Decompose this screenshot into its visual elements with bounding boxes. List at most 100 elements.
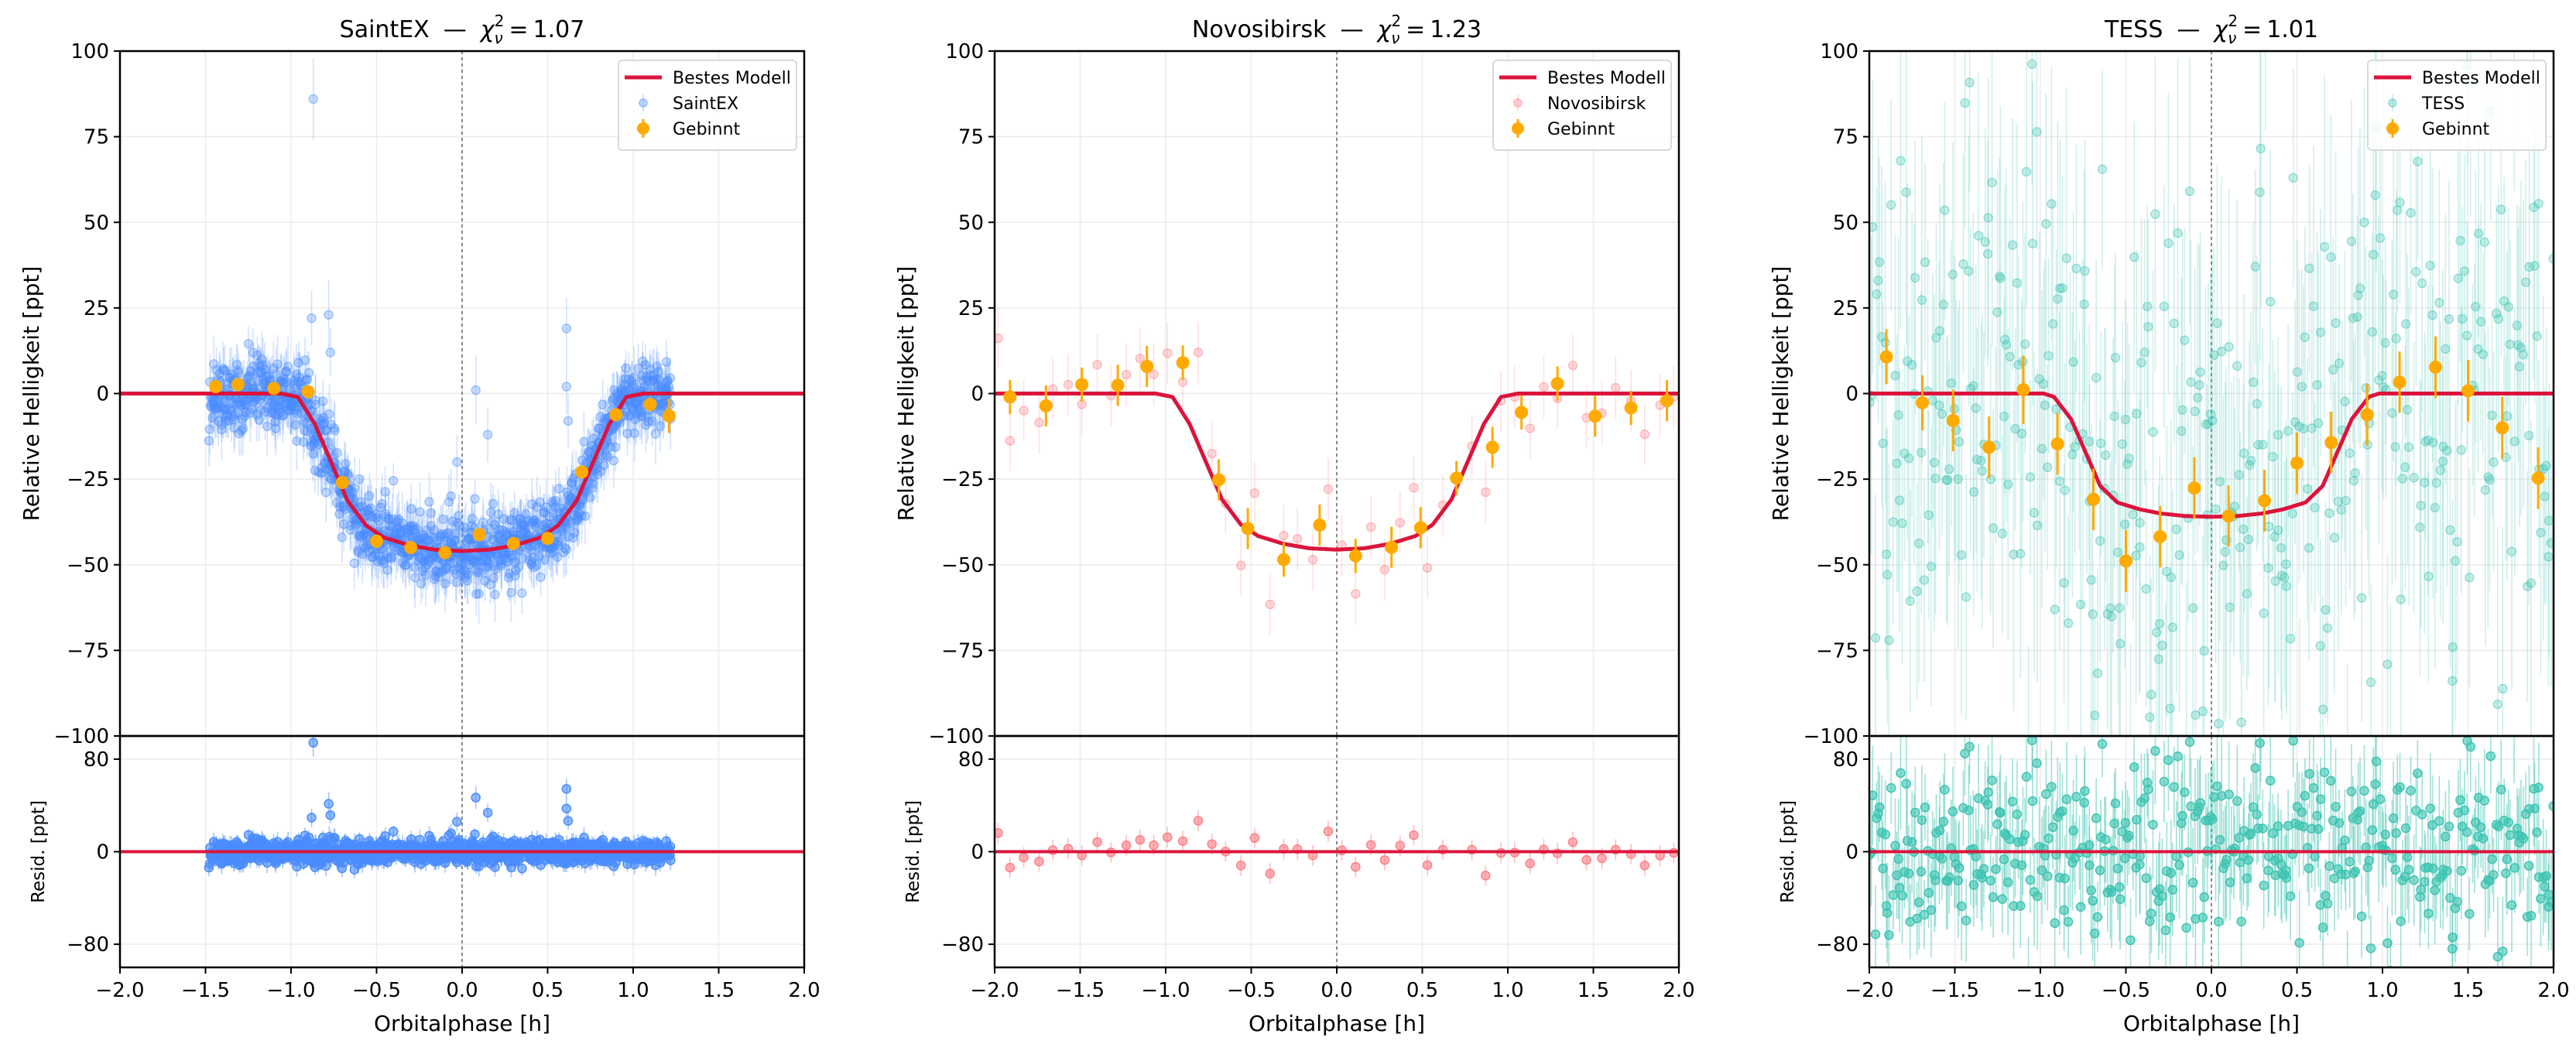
raw-point [1034, 417, 1044, 428]
raw-point [251, 395, 261, 405]
raw-point [350, 515, 361, 525]
raw-point [420, 550, 430, 560]
raw-point [608, 393, 618, 404]
raw-point [1884, 635, 1894, 645]
raw-point [625, 410, 635, 421]
raw-point [656, 382, 666, 392]
raw-point [406, 521, 416, 531]
raw-point [480, 576, 490, 586]
raw-point [235, 399, 245, 409]
residual-point [1639, 861, 1650, 871]
raw-point [411, 523, 421, 534]
x-tick-label: −1.5 [1056, 979, 1105, 1002]
raw-point [395, 528, 405, 539]
raw-point [441, 529, 452, 539]
raw-point [536, 572, 546, 583]
residual-point [446, 828, 456, 839]
raw-point [637, 371, 648, 381]
raw-point [634, 403, 644, 414]
raw-point [283, 404, 294, 414]
raw-point [472, 567, 482, 577]
binned-point [1276, 553, 1290, 566]
raw-point [556, 525, 567, 536]
y-tick-label: 50 [958, 211, 984, 234]
raw-point [234, 397, 244, 408]
raw-point [553, 536, 564, 546]
raw-point [285, 406, 296, 416]
raw-point [1882, 570, 1893, 580]
y-tick-label: 100 [945, 40, 984, 63]
raw-point [568, 510, 579, 520]
raw-point [268, 407, 279, 417]
raw-point [1351, 589, 1361, 599]
raw-point [422, 525, 432, 536]
raw-point [1207, 448, 1217, 459]
raw-point [334, 508, 344, 519]
raw-point [271, 369, 282, 379]
raw-point [308, 448, 318, 459]
raw-point [1901, 187, 1911, 197]
residual-point [308, 738, 318, 748]
raw-point [562, 487, 572, 498]
raw-point [433, 567, 444, 578]
raw-point [516, 519, 526, 530]
raw-point [275, 407, 286, 418]
residual-point [1409, 830, 1419, 840]
raw-point [320, 488, 331, 498]
resid-y-tick-label: 0 [96, 841, 109, 864]
raw-point [242, 373, 252, 384]
raw-point [478, 517, 488, 528]
raw-point [485, 507, 496, 518]
raw-point [383, 514, 394, 525]
raw-point [447, 516, 457, 526]
raw-point [269, 363, 279, 374]
y-axis-label: Relative Helligkeit [ppt] [19, 266, 44, 522]
main-plot-area [120, 51, 804, 736]
raw-point [494, 524, 504, 535]
raw-point [1005, 436, 1016, 446]
raw-point [1422, 563, 1433, 573]
raw-point [524, 555, 535, 565]
raw-point [430, 571, 440, 581]
raw-point [611, 395, 622, 406]
raw-point [316, 468, 326, 478]
residual-point [1121, 840, 1132, 851]
raw-point [481, 556, 492, 566]
raw-point [440, 532, 450, 542]
raw-point [482, 430, 493, 440]
resid-y-tick-label: −80 [67, 933, 109, 957]
raw-point [454, 563, 465, 573]
raw-point [645, 364, 655, 375]
title-chi-sup: 2 [495, 12, 505, 30]
raw-point [612, 388, 622, 399]
raw-point [564, 532, 574, 542]
raw-point [447, 558, 458, 568]
raw-point [649, 375, 659, 385]
binned-point [1550, 377, 1564, 391]
raw-point [546, 544, 556, 554]
raw-point [290, 405, 300, 416]
raw-point [423, 555, 433, 565]
raw-point [555, 508, 565, 519]
raw-point [463, 570, 473, 580]
raw-point [514, 514, 524, 525]
raw-point [279, 374, 289, 384]
raw-point [439, 564, 450, 575]
raw-point [349, 483, 360, 493]
raw-point [400, 560, 410, 570]
y-tick-label: 100 [70, 40, 109, 63]
raw-point [391, 545, 402, 556]
raw-point [665, 373, 676, 383]
raw-point [634, 406, 644, 416]
title-chi-sub: ν [1391, 29, 1399, 47]
raw-point [253, 376, 263, 386]
raw-point [340, 504, 351, 515]
binned-point [541, 532, 554, 546]
raw-point [635, 407, 646, 417]
raw-point [572, 514, 582, 524]
raw-point [449, 565, 460, 575]
raw-point [415, 507, 425, 517]
raw-point [429, 525, 440, 536]
raw-point [204, 424, 215, 434]
